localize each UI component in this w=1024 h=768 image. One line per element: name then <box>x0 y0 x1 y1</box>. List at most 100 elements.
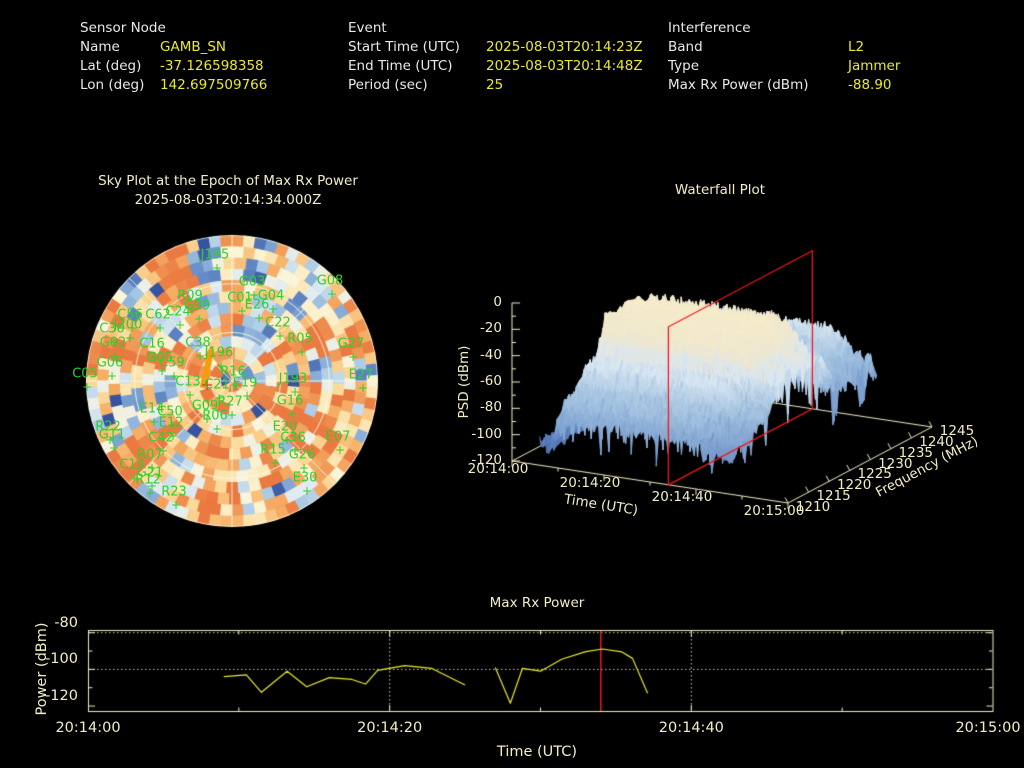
frequency-tick-label: 1230 <box>878 455 913 472</box>
rx-time-tick-label: 20:14:00 <box>55 720 121 736</box>
satellite-label: G05 <box>146 350 174 366</box>
interference-section-title: Interference <box>668 20 751 36</box>
satellite-marker: + <box>253 311 265 325</box>
satellite-marker: + <box>215 359 227 373</box>
psd-tick-label: -100 <box>471 425 502 442</box>
satellite-marker: + <box>108 441 120 455</box>
psd-tick-label: -40 <box>479 346 502 363</box>
satellite-marker: + <box>241 389 253 403</box>
satellite-marker: + <box>236 304 248 318</box>
satellite-label: E30 <box>292 470 318 486</box>
satellite-label: E14 <box>139 401 165 417</box>
satellite-marker: + <box>289 444 301 458</box>
satellite-label: C05 <box>72 366 98 382</box>
satellite-label: G08 <box>316 273 344 289</box>
satellite-label: R06 <box>202 408 228 424</box>
satellite-label: G16 <box>276 393 304 409</box>
lon-label: Lon (deg) <box>80 77 145 93</box>
psd-tick-label: 0 <box>493 294 502 310</box>
rx-time-tick-label: 20:14:20 <box>357 720 423 736</box>
satellite-label: C50 <box>157 404 183 420</box>
satellite-marker: + <box>109 349 121 363</box>
satellite-marker: + <box>226 408 238 422</box>
max-rx-power-title: Max Rx Power <box>489 595 585 611</box>
satellite-label: J195 <box>200 247 230 263</box>
satellite-marker: + <box>148 350 160 364</box>
satellite-marker: + <box>144 486 156 500</box>
satellite-label: C30 <box>99 321 125 337</box>
satellite-label: G21 <box>136 465 164 481</box>
satellite-label: R23 <box>161 484 187 500</box>
sky-plot-subtitle: 2025-08-03T20:14:34.000Z <box>134 192 322 208</box>
satellite-marker: + <box>357 381 369 395</box>
satellite-marker: + <box>156 364 168 378</box>
satellite-label: G26 <box>288 447 316 463</box>
waterfall-canvas <box>430 200 1024 560</box>
satellite-marker: + <box>104 433 116 447</box>
satellite-label: C56 <box>117 307 143 323</box>
type-value: Jammer <box>848 58 901 74</box>
satellite-label: G11 <box>98 427 126 443</box>
satellite-marker: + <box>334 443 346 457</box>
rx-power-tick-label: -120 <box>45 688 78 705</box>
satellite-label: G02 <box>99 335 127 351</box>
satellite-label: G99 <box>183 298 211 314</box>
satellite-label: G09 <box>191 398 219 414</box>
satellite-marker: + <box>248 288 260 302</box>
satellite-label: J196 <box>204 345 234 361</box>
satellite-marker: + <box>148 415 160 429</box>
satellite-label: C24 <box>165 304 191 320</box>
start-time-value: 2025-08-03T20:14:23Z <box>486 39 643 55</box>
satellite-label: R22 <box>95 419 121 435</box>
frequency-tick-label: 1210 <box>795 499 831 515</box>
satellite-marker: + <box>296 345 308 359</box>
waterfall-time-tick-label: 20:14:00 <box>467 461 529 477</box>
satellite-label: R05 <box>287 331 313 347</box>
rx-time-tick-label: 20:15:00 <box>955 720 1021 736</box>
waterfall-time-tick-label: 20:15:00 <box>743 503 805 519</box>
satellite-label: C38 <box>185 335 211 351</box>
frequency-tick-label: 1225 <box>857 466 892 483</box>
end-time-label: End Time (UTC) <box>348 58 453 74</box>
satellite-marker: + <box>146 479 158 493</box>
satellite-label: C42 <box>148 430 174 446</box>
satellite-label: G06 <box>96 355 124 371</box>
satellite-marker: + <box>126 321 138 335</box>
psd-tick-label: -60 <box>479 372 502 389</box>
satellite-marker: + <box>167 429 179 443</box>
satellite-label: C59 <box>159 355 185 371</box>
satellite-label: E19 <box>232 375 258 391</box>
frequency-tick-label: 1240 <box>919 433 954 450</box>
satellite-label: R16 <box>220 364 246 380</box>
frequency-tick-label: 1235 <box>898 444 934 461</box>
satellite-marker: + <box>326 287 338 301</box>
satellite-marker: + <box>128 471 140 485</box>
satellite-label: G03 <box>238 274 266 290</box>
lat-label: Lat (deg) <box>80 58 142 74</box>
max-rx-power-canvas <box>0 600 1024 730</box>
type-label: Type <box>668 58 700 74</box>
satellite-marker: + <box>211 422 223 436</box>
period-label: Period (sec) <box>348 77 428 93</box>
satellite-label: R27 <box>217 394 243 410</box>
name-label: Name <box>80 39 120 55</box>
name-value: GAMB_SN <box>160 39 227 55</box>
satellite-label: C16 <box>139 336 165 352</box>
satellite-label: J200 <box>113 317 143 333</box>
satellite-marker: + <box>170 498 182 512</box>
satellite-label: E12 <box>158 415 184 431</box>
lon-value: 142.697509766 <box>160 77 268 93</box>
satellite-label: R09 <box>177 288 203 304</box>
satellite-label: C21 <box>204 377 230 393</box>
band-label: Band <box>668 39 703 55</box>
satellite-marker: + <box>108 335 120 349</box>
max-rx-power-label: Max Rx Power (dBm) <box>668 77 809 93</box>
satellite-marker: + <box>184 388 196 402</box>
waterfall-time-tick-label: 20:14:20 <box>559 475 621 491</box>
satellite-label: C36 <box>280 430 306 446</box>
satellite-label: R12 <box>135 472 161 488</box>
frequency-tick-label: 1245 <box>939 422 975 439</box>
psd-axis-label: PSD (dBm) <box>456 345 472 419</box>
psd-tick-label: -120 <box>471 451 502 468</box>
satellite-marker: + <box>301 484 313 498</box>
